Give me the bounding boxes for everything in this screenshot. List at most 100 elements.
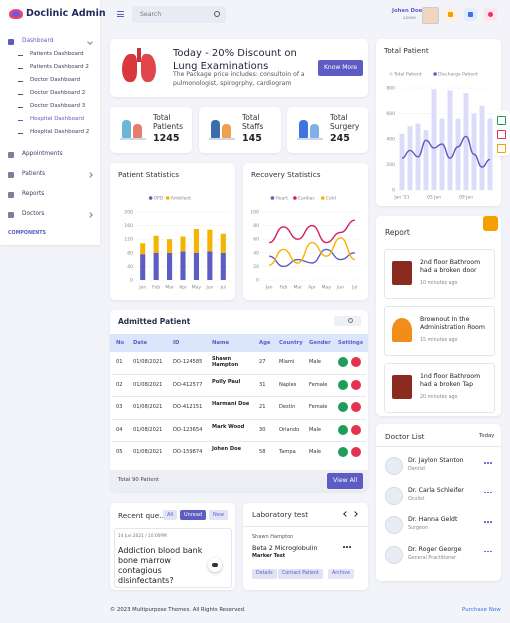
doctor-avatar bbox=[385, 545, 403, 564]
row-divider bbox=[112, 373, 366, 375]
doctor-name[interactable]: Dr. Hanna Geldt bbox=[408, 516, 458, 523]
more-dot[interactable] bbox=[487, 491, 489, 493]
more-dot[interactable] bbox=[487, 521, 489, 523]
table-cell: DO-123654 bbox=[173, 426, 203, 433]
search-icon bbox=[214, 11, 220, 17]
report-image bbox=[392, 261, 412, 285]
menu-icon bbox=[8, 152, 14, 158]
submenu-item[interactable]: Hospital Dashboard bbox=[30, 116, 85, 122]
report-time: 10 minutes ago bbox=[420, 281, 458, 286]
delete-button[interactable] bbox=[351, 424, 361, 435]
report-item bbox=[384, 306, 495, 356]
table-title: Admitted Patient bbox=[118, 317, 191, 326]
submenu-item[interactable]: Doctor Dashboard 3 bbox=[30, 103, 86, 109]
doctor-name[interactable]: Dr. Jaylon Stanton bbox=[408, 457, 464, 464]
more-dot[interactable] bbox=[484, 550, 486, 552]
submenu-item[interactable]: Doctor Dashboard bbox=[30, 77, 80, 83]
more-dot[interactable] bbox=[487, 462, 489, 464]
patient-statistics-card bbox=[110, 163, 235, 300]
edit-button[interactable] bbox=[338, 379, 348, 390]
more-dot[interactable] bbox=[490, 521, 492, 523]
search-placeholder: Search bbox=[140, 11, 162, 18]
more-dot[interactable] bbox=[490, 550, 492, 552]
tab[interactable]: All bbox=[163, 510, 178, 521]
submenu-item[interactable]: Doctor Dashboard 2 bbox=[30, 90, 86, 96]
menu-icon bbox=[8, 39, 14, 45]
table-cell: DO-159874 bbox=[173, 449, 203, 455]
more-dot[interactable] bbox=[490, 462, 492, 464]
tab[interactable]: New bbox=[209, 510, 228, 521]
report-time: 15 minutes ago bbox=[420, 338, 458, 343]
lab-button[interactable]: Details bbox=[252, 569, 277, 579]
stat-label: Total Surgery bbox=[330, 113, 360, 132]
report-image bbox=[392, 318, 412, 342]
edit-button[interactable] bbox=[338, 402, 348, 412]
lab-divider bbox=[243, 526, 368, 527]
stat-label: Total Staffs bbox=[242, 113, 264, 132]
user-name[interactable]: Johen Doe bbox=[392, 8, 423, 14]
edit-button[interactable] bbox=[338, 357, 348, 367]
delete-button[interactable] bbox=[351, 402, 361, 412]
more-dot[interactable] bbox=[346, 546, 348, 548]
table-cell: Shawn Hampton bbox=[212, 356, 239, 369]
lab-kind: Marker Test bbox=[252, 553, 286, 559]
more-dot[interactable] bbox=[487, 550, 489, 552]
table-cell: 04 bbox=[116, 426, 123, 433]
table-cell: Polly Paul bbox=[212, 378, 241, 385]
table-header-cell: Name bbox=[212, 340, 230, 346]
edit-button[interactable] bbox=[338, 447, 348, 457]
table-cell: DO-124585 bbox=[173, 359, 203, 365]
lung-left bbox=[122, 54, 137, 82]
stat-illustration-base bbox=[297, 138, 323, 140]
table-search[interactable] bbox=[334, 316, 361, 326]
table-cell: 27 bbox=[259, 359, 266, 365]
settings-icon[interactable] bbox=[497, 116, 506, 125]
lab-button[interactable]: Contact Patient bbox=[278, 569, 323, 579]
footer-link[interactable]: Purchase Now bbox=[462, 607, 501, 613]
user-role: ADMIN bbox=[403, 15, 416, 20]
doctor-name[interactable]: Dr. Carla Schleifer bbox=[408, 486, 464, 494]
edit-button[interactable] bbox=[338, 424, 348, 435]
search-box[interactable] bbox=[132, 6, 226, 23]
submenu-item[interactable]: Hospital Dashboard 2 bbox=[30, 129, 90, 135]
table-cell: Destin bbox=[279, 404, 296, 410]
delete-button[interactable] bbox=[351, 379, 361, 390]
more-dot[interactable] bbox=[484, 462, 486, 464]
table-cell: 01/08/2021 bbox=[133, 381, 163, 388]
banner-text: The Package price includes: consultoin o… bbox=[173, 71, 305, 87]
lab-button[interactable]: Archive bbox=[328, 569, 354, 579]
menu-item[interactable]: Doctors bbox=[22, 211, 45, 217]
delete-button[interactable] bbox=[351, 357, 361, 367]
settings-icon[interactable] bbox=[497, 144, 506, 153]
more-dot[interactable] bbox=[490, 491, 492, 493]
banner-button[interactable]: Know More bbox=[318, 60, 364, 76]
doctor-name[interactable]: Dr. Roger George bbox=[408, 545, 462, 553]
menu-item[interactable]: Patients bbox=[22, 171, 46, 177]
table-cell: 30 bbox=[259, 426, 266, 433]
settings-icon[interactable] bbox=[497, 130, 506, 139]
report-fab[interactable] bbox=[483, 216, 498, 231]
lab-patient: Shawn Hampton bbox=[252, 534, 294, 540]
table-cell: Orlando bbox=[279, 426, 300, 433]
more-dot[interactable] bbox=[484, 521, 486, 523]
stat-illustration-base bbox=[209, 138, 235, 140]
more-dot[interactable] bbox=[484, 491, 486, 493]
submenu-item[interactable]: Patients Dashboard 2 bbox=[30, 64, 89, 70]
doctor-filter[interactable]: Today bbox=[479, 433, 495, 439]
table-search-icon bbox=[348, 318, 353, 323]
more-dot[interactable] bbox=[349, 546, 351, 548]
tab[interactable]: Unread bbox=[180, 510, 207, 521]
submenu-arrow bbox=[18, 67, 23, 69]
table-cell: Female bbox=[309, 381, 328, 388]
table-header-cell: Gender bbox=[309, 340, 331, 346]
chart-title: Total Patient bbox=[384, 46, 429, 55]
submenu-item[interactable]: Patients Dashboard bbox=[30, 51, 84, 57]
menu-item[interactable]: Dashboard bbox=[22, 38, 54, 44]
user-avatar[interactable] bbox=[422, 7, 439, 24]
table-header-cell: Age bbox=[259, 340, 271, 346]
delete-button[interactable] bbox=[351, 447, 361, 457]
menu-item[interactable]: Appointments bbox=[22, 151, 63, 157]
menu-item[interactable]: Reports bbox=[22, 191, 45, 197]
more-dot[interactable] bbox=[343, 546, 345, 548]
view-all-button[interactable]: View All bbox=[327, 473, 364, 489]
